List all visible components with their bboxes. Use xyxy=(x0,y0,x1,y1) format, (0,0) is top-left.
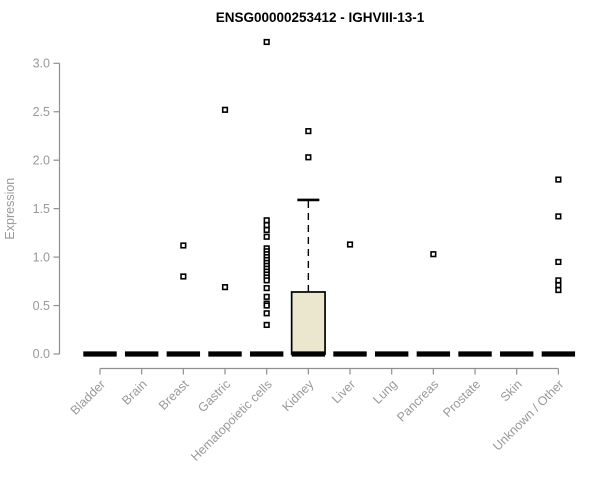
y-tick-label: 3.0 xyxy=(33,57,50,71)
x-tick-label: Lung xyxy=(370,377,400,407)
outlier-point xyxy=(555,176,562,183)
y-tick-label: 2.0 xyxy=(33,153,50,167)
box xyxy=(290,291,326,355)
outlier-point xyxy=(180,242,187,249)
x-tick-label: Prostate xyxy=(440,377,483,420)
y-tick-label: 1.0 xyxy=(33,250,50,264)
y-tick-label: 1.5 xyxy=(33,202,50,216)
outlier-point xyxy=(263,310,270,317)
boxplot-kidney xyxy=(290,128,326,357)
x-tick-label: Pancreas xyxy=(394,377,441,424)
outlier-point xyxy=(430,251,437,258)
outlier-point xyxy=(263,226,270,234)
outlier-point xyxy=(263,285,270,292)
outlier-point xyxy=(221,106,229,113)
outlier-point xyxy=(263,293,270,300)
x-tick-label: Brain xyxy=(119,377,150,408)
outlier-point xyxy=(555,282,562,289)
y-axis-title: Expression xyxy=(3,178,17,240)
x-tick-label: Liver xyxy=(329,377,358,406)
outlier-point xyxy=(180,273,187,280)
outlier-point xyxy=(305,154,312,161)
outlier-point xyxy=(221,284,229,291)
outlier-point xyxy=(555,258,562,266)
x-tick-label: Breast xyxy=(156,377,192,413)
x-tick-label: Bladder xyxy=(68,377,108,417)
boxplot-unknown-other xyxy=(541,176,576,357)
boxplot-gastric xyxy=(208,106,242,357)
outlier-point xyxy=(555,277,562,284)
y-axis: 0.0 0.5 1.0 1.5 2.0 2.5 3.0 Expression xyxy=(3,57,61,361)
outlier-point xyxy=(555,286,562,294)
y-tick-label: 0.5 xyxy=(33,299,50,313)
x-tick-label: Kidney xyxy=(280,377,317,414)
y-tick-label: 2.5 xyxy=(33,105,50,119)
x-tick-label: Hematopoietic cells xyxy=(188,377,275,464)
outlier-point xyxy=(555,213,562,220)
outlier-point xyxy=(263,277,270,284)
boxplot-liver xyxy=(333,241,367,357)
outlier-point xyxy=(263,222,270,229)
x-tick-label: Gastric xyxy=(195,377,233,415)
outlier-point xyxy=(346,241,354,248)
boxplot-pancreas xyxy=(416,251,451,357)
outlier-point xyxy=(263,38,270,46)
outlier-point xyxy=(263,321,270,329)
x-tick-label: Skin xyxy=(498,377,525,404)
y-tick-label: 0.0 xyxy=(33,347,50,361)
outlier-point xyxy=(263,233,270,240)
boxplot-hematopoietic-cells xyxy=(249,38,284,357)
boxplot-breast xyxy=(166,242,201,357)
x-tick-label: Unknown / Other xyxy=(490,377,566,453)
outlier-point xyxy=(263,217,270,224)
chart-title: ENSG00000253412 - IGHVIII-13-1 xyxy=(215,10,425,25)
outlier-point xyxy=(305,128,312,135)
outlier-point xyxy=(263,302,270,309)
